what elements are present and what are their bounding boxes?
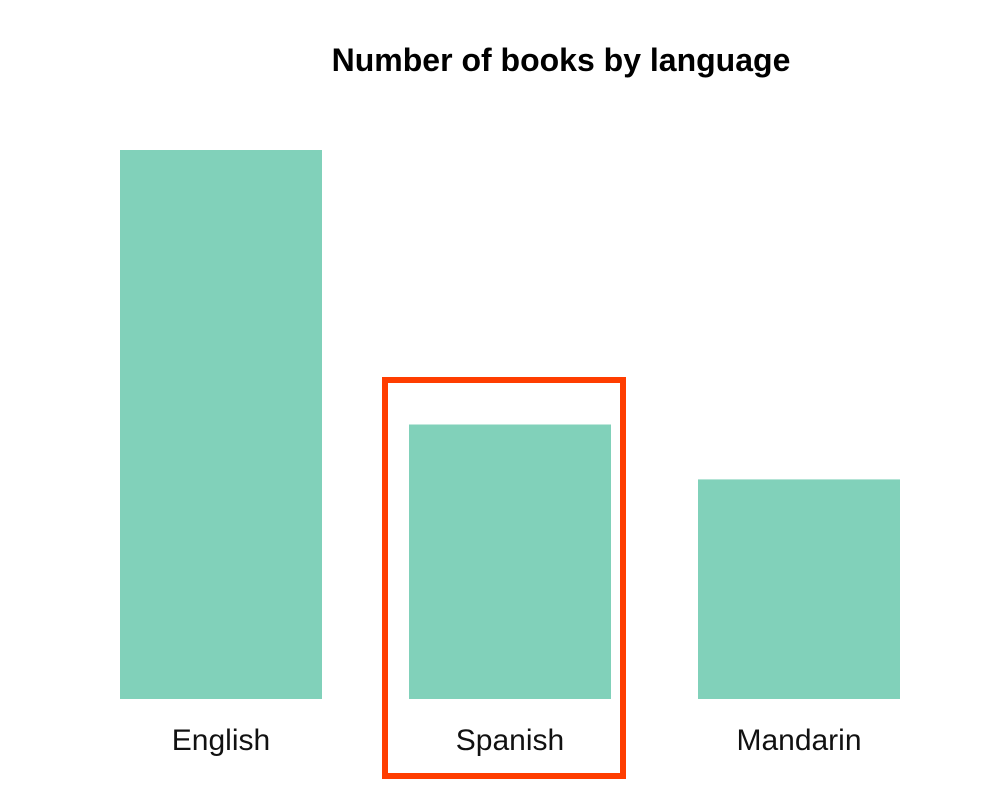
- category-label: Mandarin: [736, 724, 861, 757]
- chart-title: Number of books by language: [331, 42, 791, 78]
- highlight-box: [382, 377, 626, 779]
- category-label: Spanish: [456, 724, 564, 757]
- bar-mandarin: [698, 479, 900, 699]
- category-label: English: [172, 724, 270, 757]
- bar-spanish: [409, 424, 611, 699]
- bar-english: [120, 150, 322, 699]
